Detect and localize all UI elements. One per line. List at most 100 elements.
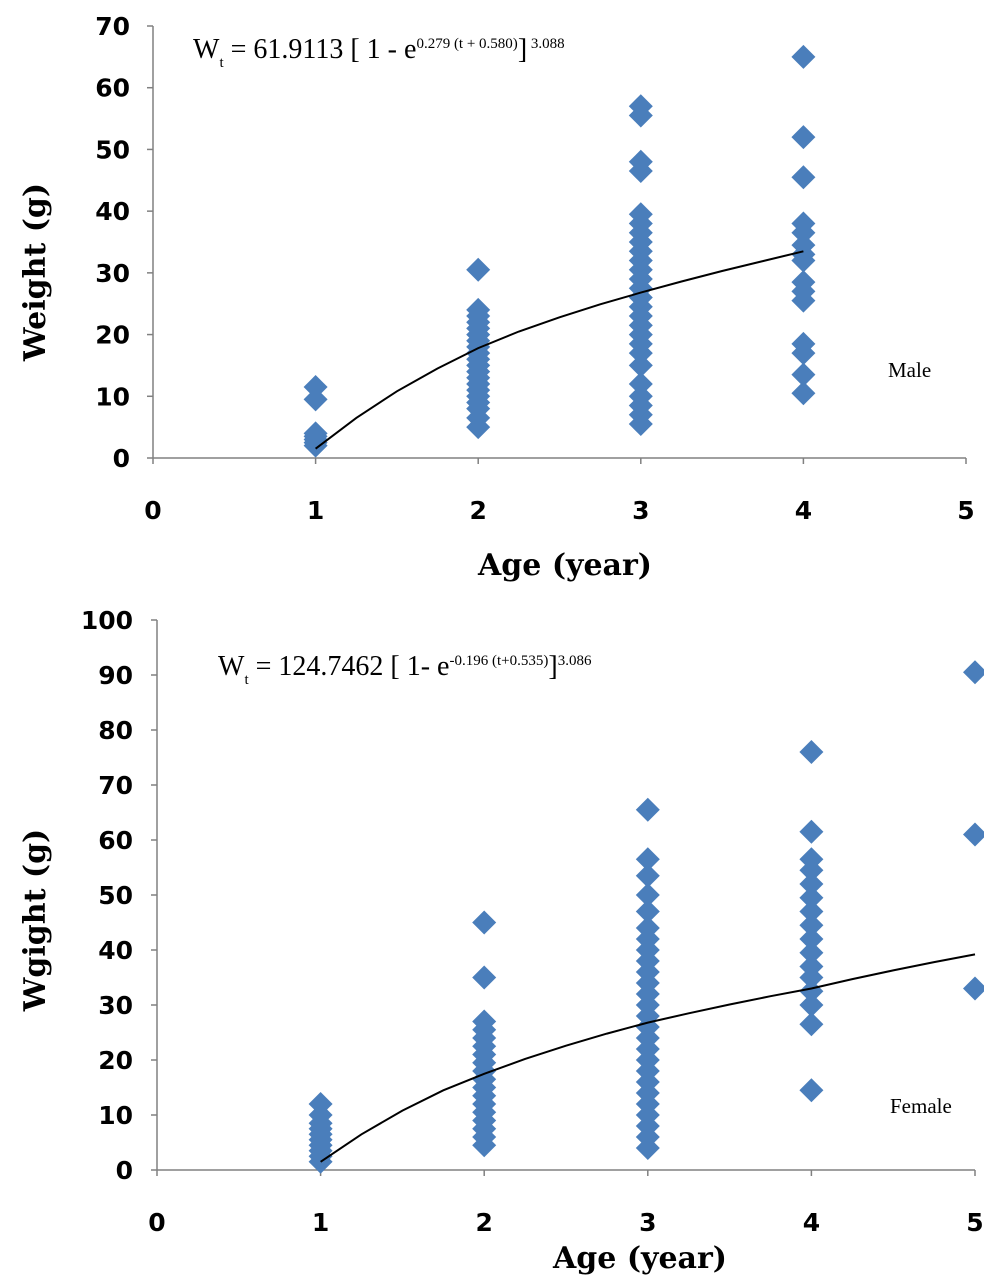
y-tick-label: 70 <box>98 771 133 800</box>
data-point <box>799 872 824 896</box>
data-point <box>799 1078 824 1103</box>
y-tick-label: 0 <box>113 444 130 473</box>
equation-power: 3.086 <box>558 653 592 669</box>
y-axis-title: Wgight (g) <box>18 829 53 1013</box>
y-tick-label: 30 <box>98 991 133 1020</box>
y-tick-label: 10 <box>98 1101 133 1130</box>
y-tick-label: 90 <box>98 661 133 690</box>
data-point <box>628 94 653 119</box>
data-point <box>628 371 653 396</box>
data-point <box>635 899 660 924</box>
y-tick-label: 0 <box>116 1156 133 1185</box>
data-point <box>635 916 660 940</box>
x-tick-label: 3 <box>639 1208 656 1237</box>
data-point <box>635 883 660 907</box>
panel-label: Male <box>888 358 931 382</box>
data-point <box>963 660 984 685</box>
x-tick-label: 5 <box>957 496 974 525</box>
x-tick-label: 3 <box>632 496 649 525</box>
x-tick-label: 5 <box>966 1208 983 1237</box>
data-point <box>635 797 660 822</box>
data-point <box>628 384 653 409</box>
equation-exponent: 0.279 (t + 0.580) <box>416 36 517 52</box>
data-point <box>466 297 491 322</box>
data-point <box>799 940 824 965</box>
equation-middle: = 61.9113 [ 1 - e <box>224 34 417 65</box>
y-tick-label: 100 <box>81 606 133 635</box>
equation-lhs-subscript: t <box>244 672 249 688</box>
data-point <box>799 927 824 951</box>
data-point <box>628 202 653 227</box>
equation-bracket: ] <box>548 651 557 682</box>
equation: Wt = 61.9113 [ 1 - e0.279 (t + 0.580)] 3… <box>193 34 565 71</box>
data-point <box>799 819 824 844</box>
x-tick-label: 0 <box>148 1208 165 1237</box>
data-point <box>791 331 816 356</box>
y-tick-label: 20 <box>98 1046 133 1075</box>
data-point <box>791 44 816 69</box>
y-tick-label: 70 <box>95 12 130 41</box>
data-point <box>303 421 328 446</box>
fitted-curve <box>320 953 976 1163</box>
x-axis-title: Age (year) <box>552 1241 727 1276</box>
data-point <box>791 125 816 150</box>
data-point <box>628 353 653 378</box>
data-point <box>308 1092 333 1116</box>
data-point <box>799 847 824 872</box>
data-point <box>799 899 824 924</box>
y-tick-label: 20 <box>95 321 130 350</box>
x-tick-label: 4 <box>803 1208 820 1237</box>
data-point <box>791 362 816 387</box>
equation: Wt = 124.7462 [ 1- e-0.196 (t+0.535)]3.0… <box>218 651 592 688</box>
data-point <box>791 381 816 406</box>
data-point <box>799 913 824 938</box>
equation-lhs-subscript: t <box>219 55 224 71</box>
data-point <box>799 885 824 910</box>
data-point <box>963 822 984 847</box>
equation-power: 3.088 <box>527 36 565 52</box>
x-tick-label: 1 <box>312 1208 329 1237</box>
equation-lhs: W <box>218 651 245 682</box>
y-tick-label: 30 <box>95 259 130 288</box>
y-tick-label: 40 <box>95 197 130 226</box>
equation-middle: = 124.7462 [ 1- e <box>249 651 450 682</box>
x-axis-title: Age (year) <box>477 548 652 583</box>
data-point <box>303 387 328 412</box>
y-tick-label: 60 <box>98 826 133 855</box>
data-point <box>466 257 491 282</box>
fitted-curve <box>314 250 804 450</box>
y-tick-label: 60 <box>95 74 130 103</box>
data-point <box>472 1009 497 1034</box>
y-tick-label: 50 <box>95 135 130 164</box>
data-point <box>472 910 497 935</box>
x-tick-label: 1 <box>307 496 324 525</box>
equation-bracket: ] <box>518 34 527 65</box>
data-point <box>303 375 328 400</box>
y-axis-title: Weight (g) <box>18 183 53 362</box>
male-chart: Male Wt = 61.9113 [ 1 - e0.279 (t + 0.58… <box>18 12 975 583</box>
data-point <box>635 863 660 888</box>
data-point <box>791 270 816 295</box>
y-tick-label: 10 <box>95 382 130 411</box>
x-tick-label: 2 <box>475 1208 492 1237</box>
data-point <box>791 233 816 258</box>
equation-lhs: W <box>193 34 220 65</box>
y-tick-label: 40 <box>98 936 133 965</box>
data-point <box>799 740 824 764</box>
panel-label: Female <box>890 1094 952 1118</box>
data-point <box>472 965 497 990</box>
data-point <box>791 165 816 190</box>
x-tick-label: 2 <box>469 496 486 525</box>
data-point <box>635 847 660 872</box>
data-point <box>799 1012 824 1037</box>
data-point <box>799 979 824 1004</box>
data-point <box>963 976 984 1001</box>
x-tick-label: 0 <box>144 496 161 525</box>
y-tick-label: 80 <box>98 716 133 745</box>
equation-exponent: -0.196 (t+0.535) <box>449 653 548 669</box>
x-tick-label: 4 <box>795 496 812 525</box>
data-point <box>628 149 653 174</box>
data-point <box>799 993 824 1017</box>
y-tick-label: 50 <box>98 881 133 910</box>
